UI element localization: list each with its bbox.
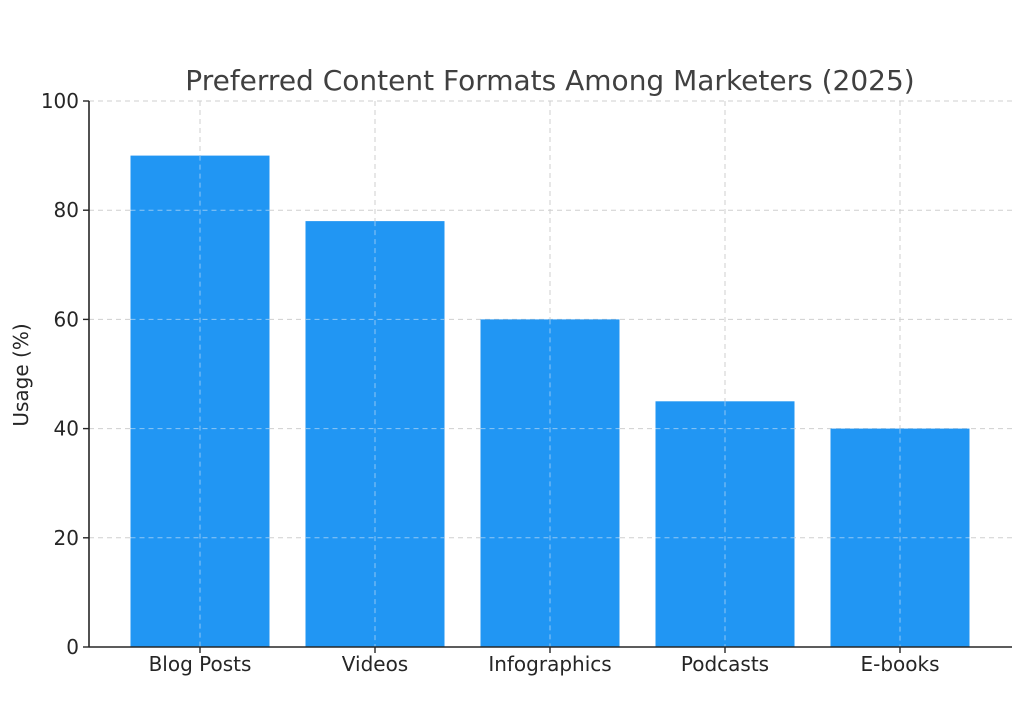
y-tick-label: 60: [54, 307, 79, 331]
x-tick-label: Videos: [342, 652, 408, 676]
y-tick-label: 0: [66, 635, 79, 659]
tick-labels: 0 20 40 60 80 100 Blog Posts Videos Infographics…: [41, 89, 940, 676]
chart-title: Preferred Content Formats Among Marketer…: [185, 64, 914, 97]
axes: [83, 100, 1012, 653]
y-axis-label: Usage (%): [9, 323, 33, 426]
y-tick-label: 20: [54, 526, 79, 550]
x-tick-label: E-books: [860, 652, 939, 676]
x-tick-label: Infographics: [488, 652, 611, 676]
bars: [130, 155, 970, 647]
y-tick-label: 40: [54, 417, 79, 441]
x-tick-label: Podcasts: [681, 652, 769, 676]
x-tick-label: Blog Posts: [149, 652, 252, 676]
y-tick-label: 80: [54, 198, 79, 222]
y-tick-label: 100: [41, 89, 79, 113]
